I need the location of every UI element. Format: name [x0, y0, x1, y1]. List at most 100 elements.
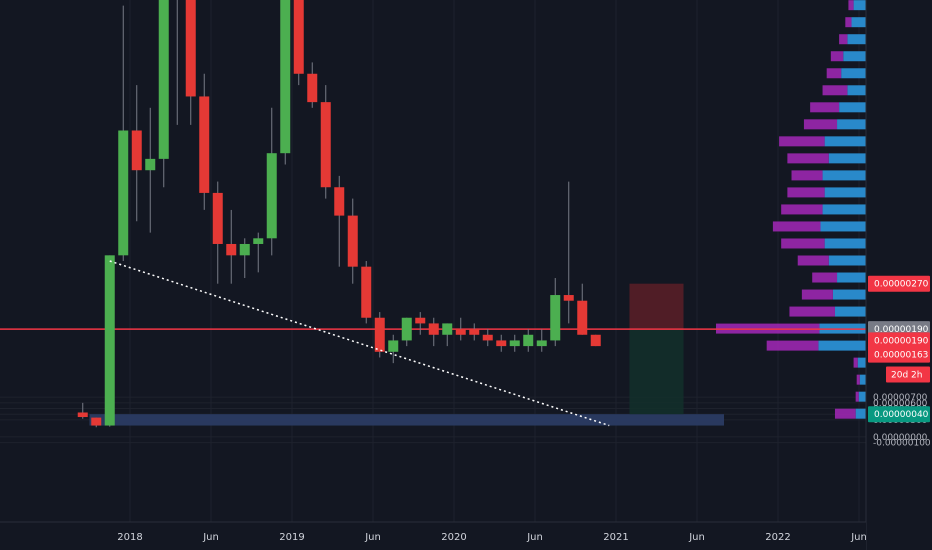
volume-profile-down-bar	[848, 0, 854, 11]
candle-body	[523, 334, 534, 347]
time-tick-label: 2021	[603, 532, 628, 543]
price-axis[interactable]: 0.000007000.000006000.000005000.00000400…	[865, 0, 932, 550]
candle-body	[280, 0, 291, 154]
price-tick-label: 0.00000600	[873, 399, 928, 409]
position-box[interactable]	[629, 283, 684, 415]
candle-body	[374, 317, 385, 352]
price-tag	[868, 406, 930, 423]
volume-profile-down-bar	[781, 238, 825, 249]
time-tick-label: Jun	[850, 532, 867, 543]
price-tag-label: 0.00000163	[874, 351, 928, 361]
candle-body	[266, 153, 277, 239]
volume-profile-down-bar	[830, 51, 844, 62]
volume-profile-up-bar	[824, 136, 866, 147]
candle-body	[361, 266, 372, 318]
candle-body	[509, 340, 520, 347]
stop-loss-area[interactable]	[629, 283, 684, 330]
support-zone-rect[interactable]	[89, 414, 725, 426]
volume-profile-down-bar	[826, 68, 842, 79]
volume-profile-up-bar	[853, 0, 866, 11]
time-tick-label: 2020	[441, 532, 466, 543]
candle-body	[199, 96, 210, 193]
volume-profile-up-bar	[834, 306, 866, 317]
candle-body	[550, 295, 561, 341]
price-tag	[868, 275, 930, 292]
price-tick-label: 0.00000000	[873, 433, 928, 443]
candle-body	[401, 317, 412, 341]
volume-profile-up-bar	[839, 102, 866, 113]
time-tick-label: Jun	[364, 532, 381, 543]
candle-body	[563, 295, 574, 301]
price-tag-label: 0.00000040	[874, 410, 929, 420]
volume-profile-up-bar	[843, 51, 866, 62]
candle-body	[536, 340, 547, 347]
candle-body	[91, 417, 102, 426]
candle-body	[442, 323, 453, 335]
volume-profile-up-bar	[858, 391, 866, 402]
price-tag-label: 0.00000270	[874, 280, 929, 290]
candle-body	[253, 238, 264, 244]
support-zone	[89, 414, 725, 426]
volume-profile-down-bar	[791, 170, 823, 181]
volume-profile-up-bar	[851, 17, 866, 28]
candle-body	[482, 334, 493, 341]
volume-profile-down-bar	[772, 221, 821, 232]
volume-profile-down-bar	[822, 85, 848, 96]
time-tick-label: Jun	[202, 532, 219, 543]
price-tick-label: 0.00000700	[873, 393, 928, 403]
candle-body	[239, 243, 250, 256]
time-tick-label: Jun	[688, 532, 705, 543]
volume-profile-down-bar	[766, 340, 819, 351]
volume-profile-up-bar	[828, 153, 866, 164]
volume-profile-up-bar	[855, 408, 866, 419]
volume-profile-up-bar	[828, 255, 866, 266]
candle-body	[77, 412, 88, 418]
candle-body	[158, 0, 169, 159]
volume-profile-down-bar	[789, 306, 835, 317]
candle-body	[212, 192, 223, 244]
volume-profile-down-bar	[834, 408, 856, 419]
volume-profile-up-bar	[822, 170, 866, 181]
candle-body	[185, 0, 196, 97]
candle-body	[104, 255, 115, 426]
candle-body	[347, 215, 358, 267]
candle-body	[415, 317, 426, 324]
volume-profile-up-bar	[832, 289, 866, 300]
time-tick-label: 2018	[117, 532, 142, 543]
volume-profile-up-bar	[818, 340, 866, 351]
price-tick-label: -0.00000100	[873, 439, 931, 449]
time-axis-background	[0, 522, 866, 550]
candle-body	[226, 243, 237, 256]
volume-profile-down-bar	[787, 187, 825, 198]
take-profit-area[interactable]	[629, 329, 684, 415]
volume-profile-down-bar	[781, 204, 823, 215]
candle-body	[293, 0, 304, 74]
countdown-tag	[886, 366, 930, 383]
volume-profile-up-bar	[857, 357, 866, 368]
candle-body	[455, 329, 466, 335]
volume-profile-down-bar	[855, 391, 859, 402]
time-axis[interactable]: 2018 Jun 2019 Jun 2020 Jun 2021 Jun 2022 Jun	[0, 521, 867, 550]
candle-body	[469, 329, 480, 335]
volume-profile-up-bar	[841, 68, 866, 79]
volume-profile-up-bar	[837, 272, 866, 283]
volume-profile-down-bar	[810, 102, 840, 113]
volume-profile-down-bar	[812, 272, 838, 283]
volume-profile-up-bar	[820, 221, 866, 232]
candle-body	[118, 130, 129, 256]
price-axis-background	[866, 0, 932, 550]
time-tick-label: Jun	[526, 532, 543, 543]
time-tick-label: 2019	[279, 532, 304, 543]
volume-profile-down-bar	[779, 136, 825, 147]
volume-profile-down-bar	[803, 119, 838, 130]
volume-profile-up-bar	[837, 119, 866, 130]
candle-body	[145, 158, 156, 171]
countdown-label: 20d 2h	[891, 370, 922, 380]
volume-profile-down-bar	[845, 17, 852, 28]
candle-body	[334, 187, 345, 216]
time-tick-label: 2022	[765, 532, 790, 543]
volume-profile-down-bar	[853, 357, 858, 368]
